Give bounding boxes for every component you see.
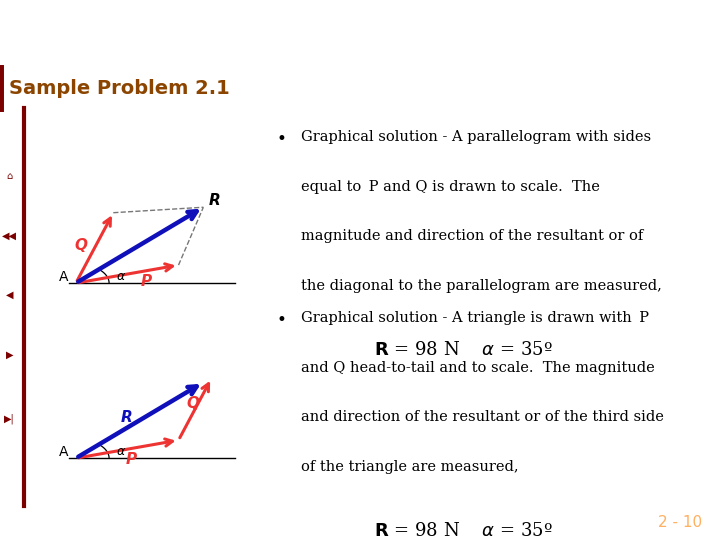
Text: Q: Q (186, 396, 199, 411)
Text: ◀◀: ◀◀ (2, 231, 17, 240)
Text: Graphical solution - A triangle is drawn with  P: Graphical solution - A triangle is drawn… (301, 311, 649, 325)
Text: Graphical solution - A parallelogram with sides: Graphical solution - A parallelogram wit… (301, 130, 651, 144)
Text: and direction of the resultant or of the third side: and direction of the resultant or of the… (301, 410, 664, 424)
Text: Sample Problem 2.1: Sample Problem 2.1 (9, 79, 230, 98)
Text: $\mathbf{R}$ = 98 N    $\alpha$ = 35º: $\mathbf{R}$ = 98 N $\alpha$ = 35º (374, 341, 553, 359)
Text: P: P (125, 452, 137, 467)
Text: ▶|: ▶| (4, 413, 15, 424)
Text: the diagonal to the parallelogram are measured,: the diagonal to the parallelogram are me… (301, 279, 662, 293)
Text: equal to  P and Q is drawn to scale.  The: equal to P and Q is drawn to scale. The (301, 180, 600, 194)
Text: R: R (120, 410, 132, 425)
Text: ⌂: ⌂ (6, 171, 13, 181)
Text: A: A (58, 270, 68, 284)
Text: Q: Q (74, 238, 87, 253)
Text: R: R (209, 193, 220, 208)
Text: $\alpha$: $\alpha$ (116, 270, 126, 283)
Text: A: A (58, 446, 68, 459)
Text: and Q head-to-tail and to scale.  The magnitude: and Q head-to-tail and to scale. The mag… (301, 361, 654, 375)
Text: magnitude and direction of the resultant or of: magnitude and direction of the resultant… (301, 230, 643, 244)
Text: P: P (141, 274, 152, 289)
Text: •: • (276, 311, 287, 329)
Text: $\mathbf{R}$ = 98 N    $\alpha$ = 35º: $\mathbf{R}$ = 98 N $\alpha$ = 35º (374, 522, 553, 540)
Text: Vector Mechanics for Engineers:  Statics: Vector Mechanics for Engineers: Statics (9, 19, 703, 48)
Text: ◀: ◀ (6, 290, 14, 300)
Text: 2 - 10: 2 - 10 (658, 516, 702, 530)
Text: of the triangle are measured,: of the triangle are measured, (301, 460, 518, 474)
Text: $\alpha$: $\alpha$ (116, 445, 126, 458)
Text: ▶: ▶ (6, 350, 14, 360)
Text: •: • (276, 130, 287, 148)
